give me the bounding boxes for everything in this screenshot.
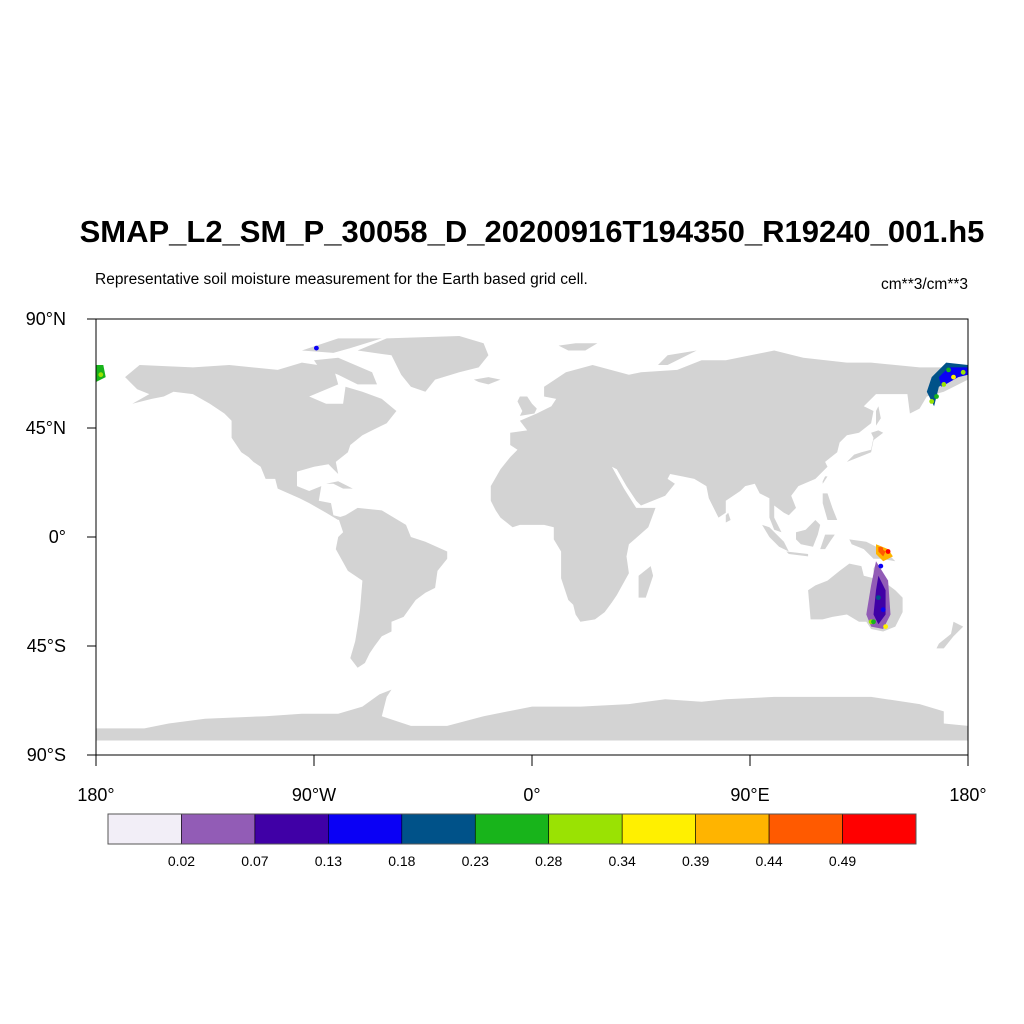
cuba-land [326,481,353,489]
colorbar-label: 0.13 [315,853,342,869]
colorbar-label: 0.18 [388,853,415,869]
lon-tick-label: 180° [949,785,986,805]
lat-tick-label: 45°N [26,418,66,438]
lat-tick-label: 90°N [26,309,66,329]
swath-speckle [876,595,881,600]
colorbar-swatch [474,813,550,845]
svalbard-land [558,343,598,351]
colorbar-label: 0.28 [535,853,562,869]
lon-tick-label: 90°E [730,785,769,805]
new-zealand-land [936,621,964,649]
colorbar-label: 0.49 [829,853,856,869]
ellesmere-land [301,338,382,353]
colorbar-frame [107,813,917,845]
colorbar-swatch [842,813,917,845]
swath-speckle [885,549,891,554]
units-label: cm**3/cm**3 [881,276,968,293]
swath-australia-core [873,575,886,625]
colorbar-swatch [768,813,843,845]
chart-subtitle: Representative soil moisture measurement… [95,271,588,288]
colorbar-swatch [548,813,623,845]
swath-speckle [946,367,951,373]
sumatra-land [762,524,789,552]
swath-speckle [878,563,884,569]
borneo-land [796,520,821,547]
swath-speckle [960,369,966,375]
colorbar-label: 0.34 [609,853,636,869]
sakhalin-land [876,406,881,426]
colorbar-label: 0.39 [682,853,709,869]
uk-land [517,396,537,416]
madagascar-land [638,566,654,598]
north-america-land [125,362,397,520]
lat-tick-label: 90°S [27,745,66,765]
swath-speckle [941,382,947,387]
colorbar-swatch [107,813,182,845]
swath-speckle [951,374,956,380]
colorbar-label: 0.02 [168,853,195,869]
swath-speckle [98,372,104,378]
south-america-land [335,507,448,668]
sulawesi-land [820,534,835,550]
java-land [786,551,809,557]
colorbar-swatch [181,813,256,845]
map-content [96,336,968,741]
baffin-land [314,357,377,385]
lat-tick-label: 0° [49,527,66,547]
colorbar-label: 0.07 [241,853,268,869]
colorbar: 0.02 0.07 0.13 0.18 0.23 0.28 0.34 0.39 0.44 0.49 [107,813,917,869]
swath-speckle [880,607,886,613]
colorbar-swatch [621,813,696,845]
swath-speckle [883,624,888,629]
swath-speckle [878,546,884,552]
japan-land [846,430,884,462]
greenland-land [357,336,489,392]
lat-tick-label: 45°S [27,636,66,656]
chart-title: SMAP_L2_SM_P_30058_D_20200916T194350_R19… [79,214,985,249]
colorbar-label: 0.23 [462,853,489,869]
lon-tick-label: 90°W [292,785,336,805]
colorbar-swatch [328,813,403,845]
swath-speckle [314,345,319,351]
taiwan-land [822,476,828,484]
swath-speckle [934,394,939,399]
iceland-land [473,377,501,385]
africa-europe-asia-land [490,350,968,622]
map-ticks: 90°N 45°N 0° 45°S 90°S 180° 90°W 0° 90°E 180° [26,309,987,805]
colorbar-label: 0.44 [755,853,782,869]
novaya-zemlya-land [658,350,697,365]
sri-lanka-land [725,512,731,523]
swath-speckle [871,619,876,625]
colorbar-swatch [695,813,770,845]
philippines-land [822,493,838,520]
colorbar-swatch [401,813,476,845]
colorbar-swatch [254,813,329,845]
swath-speckle [929,399,935,404]
antarctica-land [96,689,968,741]
lon-tick-label: 0° [523,785,540,805]
lon-tick-label: 180° [77,785,114,805]
